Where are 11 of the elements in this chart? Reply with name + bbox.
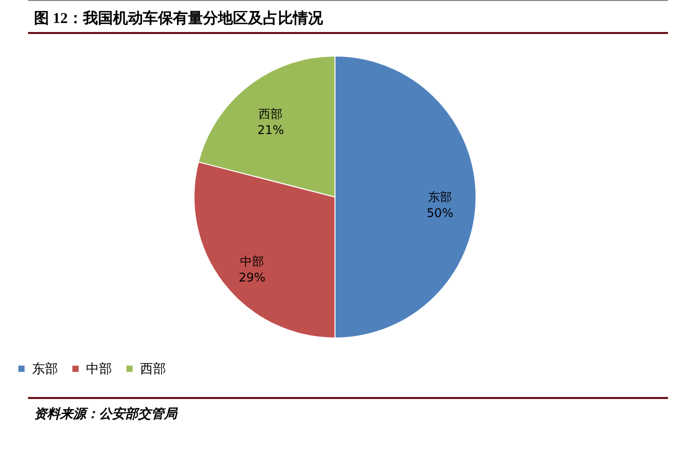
data-label: 29% bbox=[238, 270, 266, 284]
data-label: 21% bbox=[257, 123, 284, 138]
slice-label: 中部 bbox=[240, 254, 264, 268]
legend-label: 东部 bbox=[32, 362, 58, 377]
chart-title: 图 12：我国机动车保有量分地区及占比情况 bbox=[28, 9, 668, 34]
legend-label: 中部 bbox=[86, 362, 112, 377]
data-label: 50% bbox=[426, 206, 454, 220]
slice-label: 东部 bbox=[428, 190, 452, 204]
text: 资料来源：公安部交管局 bbox=[28, 397, 668, 423]
legend-label: 西部 bbox=[140, 362, 166, 377]
slice-label: 西部 bbox=[258, 107, 283, 122]
